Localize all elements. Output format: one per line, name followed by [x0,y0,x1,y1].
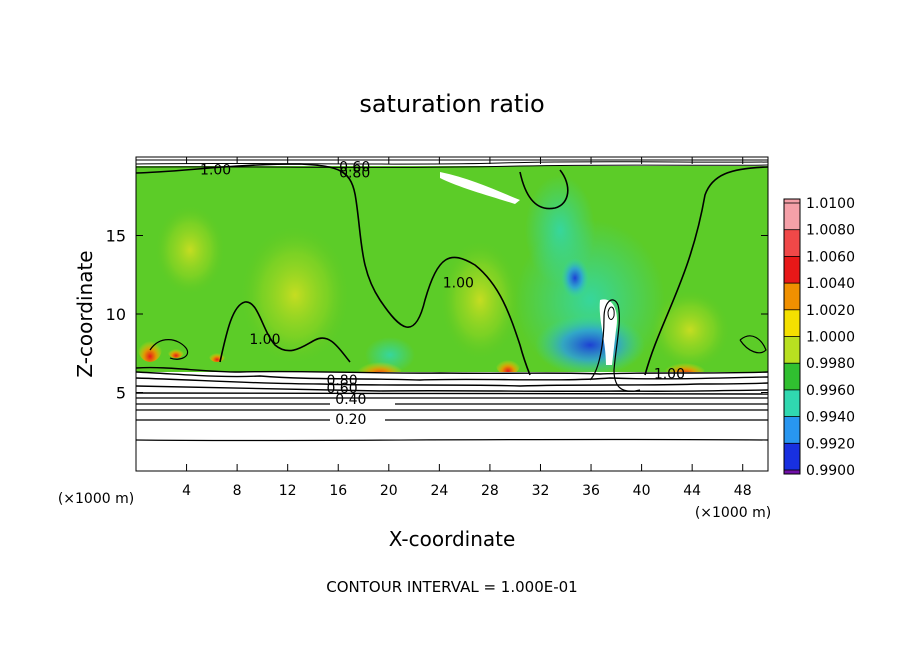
colorbar-label: 1.0080 [806,223,855,239]
colorbar-swatch [784,229,800,257]
contour-plume-inner [607,306,615,320]
field-warm-patch [440,240,520,360]
contour-1.00-right [644,166,768,376]
contour-1.00-upper-blob [519,169,569,210]
y-tick-label: 10 [106,305,126,324]
x-tick-label: 16 [329,483,347,499]
colorbar-swatch [784,336,800,364]
y-tick-label: 15 [106,227,126,246]
colorbar-label: 0.9940 [806,410,855,426]
x-tick-label: 24 [430,483,448,499]
y-unit-label: (×1000 m) [58,491,134,507]
field-dry-patch [561,258,589,298]
x-unit-label: (×1000 m) [695,505,771,521]
contour-label: 1.00 [654,367,685,383]
plot-area [136,157,768,471]
field-hot-spot [496,355,520,375]
contour-label: 0.80 [339,166,370,182]
colorbar-label: 1.0040 [806,276,855,292]
colorbar-label: 1.0000 [806,330,855,346]
contour-label: 1.00 [200,163,231,179]
field-hot-spot [138,334,162,362]
field-hot-spot [168,346,184,358]
x-tick-label: 36 [582,483,600,499]
colorbar-swatch [784,256,800,284]
x-tick-label: 12 [279,483,297,499]
contour-label: 1.00 [443,276,474,292]
contour-base-2 [136,371,768,381]
x-tick-label: 4 [182,483,191,499]
x-axis: 4 8 12 16 20 24 28 32 36 40 44 48 [182,157,752,499]
contour-0.10 [136,438,768,442]
contour-base-4 [136,385,768,392]
contour-top-band-2 [136,161,768,165]
contour-1.00-left-dome [219,301,351,363]
colorbar-swatch [784,309,800,337]
y-axis: 5 10 15 [106,227,768,403]
field-unsaturated-region [136,372,768,471]
contour-0.60 [136,392,768,395]
colorbar-swatch [784,389,800,418]
colorbar-label: 0.9980 [806,356,855,372]
field-warm-patch [240,225,350,365]
contour-label: 0.80 [326,373,357,389]
colorbar: 1.0100 1.0080 1.0060 1.0040 1.0020 1.0000 0.99… [783,196,855,479]
contour-label: 0.40 [335,392,366,408]
y-axis-label: Z-coordinate [73,250,97,377]
field-void [440,172,520,204]
x-tick-label: 8 [233,483,242,499]
colorbar-label: 0.9960 [806,383,855,399]
x-tick-label: 48 [734,483,752,499]
colorbar-label: 1.0020 [806,303,855,319]
contour-interval-note: CONTOUR INTERVAL = 1.000E-01 [326,578,577,596]
contour-base-3 [136,377,768,387]
contour-left-cloud [149,339,189,360]
chart-title: saturation ratio [359,90,544,118]
contour-label: 0.60 [339,159,370,175]
contour-top-band-3 [136,164,768,168]
field-dry-patch [535,315,645,375]
contour-labels: 1.00 0.600.801.001.001.000.800.600.400.20 [200,159,685,428]
field-warm-patch [155,205,225,295]
contour-label: 1.00 [249,332,280,348]
colorbar-label: 0.9900 [806,463,855,479]
contour-label: 0.60 [326,381,357,397]
colorbar-swatch [784,199,800,203]
x-tick-label: 32 [532,483,550,499]
colorbar-swatch [784,416,800,444]
x-axis-label: X-coordinate [389,527,516,551]
colorbar-swatch [784,283,800,311]
colorbar-label: 1.0100 [806,196,855,212]
colorbar-swatch [784,470,800,474]
colorbar-swatch [784,203,800,231]
colorbar-swatch [784,363,800,391]
y-tick-label: 5 [116,384,126,403]
colorbar-swatch [784,443,800,471]
contour-lines [136,159,768,442]
x-tick-label: 40 [633,483,651,499]
contour-plume [589,299,641,392]
contour-right-cloud [739,335,767,354]
contour-base-1 [136,366,768,375]
field-dry-patch [525,175,595,285]
x-tick-label: 20 [380,483,398,499]
contour-label: 0.20 [335,412,366,428]
x-tick-label: 44 [683,483,701,499]
colorbar-label: 1.0060 [806,249,855,265]
field-unsaturated-top [136,157,768,166]
x-tick-label: 28 [481,483,499,499]
colorbar-label: 0.9920 [806,436,855,452]
